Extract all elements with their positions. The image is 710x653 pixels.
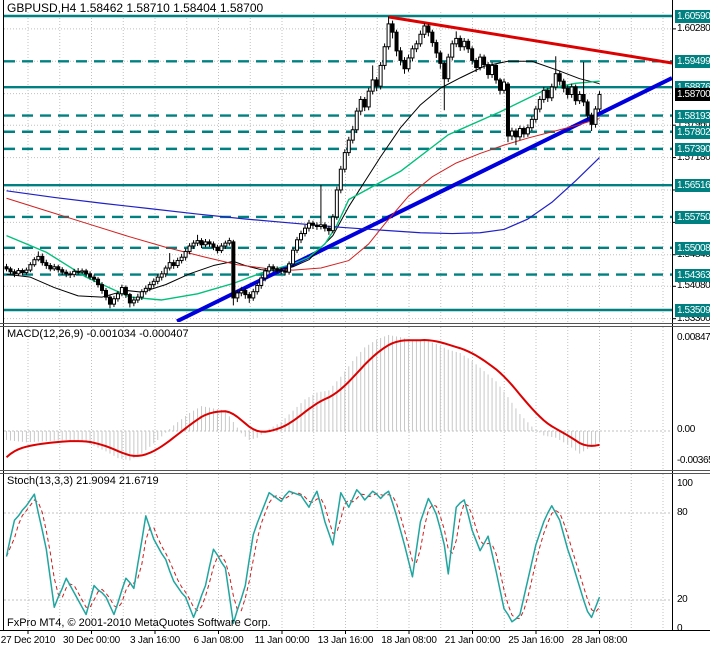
- copyright-text: FxPro MT4, © 2001-2010 MetaQuotes Softwa…: [7, 617, 271, 629]
- y-axis-grid-label: 1.57180: [677, 151, 710, 163]
- price-level-badge: 1.54363: [675, 268, 710, 282]
- price-level-badge: 1.56516: [675, 179, 710, 193]
- time-axis: 27 Dec 2010 30 Dec 00:00 3 Jan 16:00 6 Jan …: [0, 632, 710, 653]
- stoch-axis-label: 0: [677, 623, 683, 634]
- price-level-badge: 1.55008: [675, 241, 710, 255]
- stoch-axis-label: 20: [677, 594, 688, 605]
- macd-axis-label: 0.00: [677, 424, 695, 435]
- current-price-badge: 1.58700: [675, 88, 710, 102]
- chart-title: GBPUSD,H4 1.58462 1.58710 1.58404 1.5870…: [7, 1, 264, 15]
- time-axis-label: 11 Jan 00:00: [254, 635, 310, 646]
- time-axis-label: 28 Jan 08:00: [571, 635, 628, 646]
- macd-axis-label: -0.00365: [677, 455, 710, 466]
- macd-axis-label: 0.00847: [677, 332, 710, 343]
- price-level-badge: 1.57802: [675, 125, 710, 139]
- time-axis-label: 21 Jan 00:00: [444, 635, 501, 646]
- price-level-badge: 1.59499: [675, 55, 710, 69]
- price-axis: 1.602801.579601.571801.564001.556201.548…: [675, 0, 710, 653]
- stoch-axis-label: 80: [677, 507, 688, 518]
- time-axis-label: 30 Dec 00:00: [62, 635, 121, 646]
- y-axis-grid-label: 1.57960: [677, 119, 710, 131]
- y-axis-grid-label: 1.53300: [677, 312, 710, 324]
- stochastic-indicator-label: Stoch(13,3,3) 21.9094 21.6719: [7, 475, 159, 487]
- stoch-axis-label: 100: [677, 478, 693, 489]
- y-axis-grid-label: 1.60280: [677, 22, 710, 34]
- price-level-badge: 1.58193: [675, 109, 710, 123]
- macd-indicator-label: MACD(12,26,9) -0.001034 -0.000407: [7, 328, 189, 340]
- y-axis-grid-label: 1.54080: [677, 280, 710, 292]
- price-level-badge: 1.60590: [675, 10, 710, 23]
- time-axis-label: 27 Dec 2010: [0, 635, 56, 646]
- price-level-badge: 1.57390: [675, 142, 710, 156]
- time-axis-label: 3 Jan 16:00: [129, 635, 181, 646]
- price-level-badge: 1.55750: [675, 210, 710, 224]
- price-level-badge: 1.53509: [675, 304, 710, 317]
- time-axis-label: 6 Jan 08:00: [193, 635, 244, 646]
- time-axis-label: 13 Jan 16:00: [317, 635, 374, 646]
- time-axis-label: 25 Jan 16:00: [508, 635, 564, 646]
- time-axis-label: 18 Jan 08:00: [381, 635, 437, 646]
